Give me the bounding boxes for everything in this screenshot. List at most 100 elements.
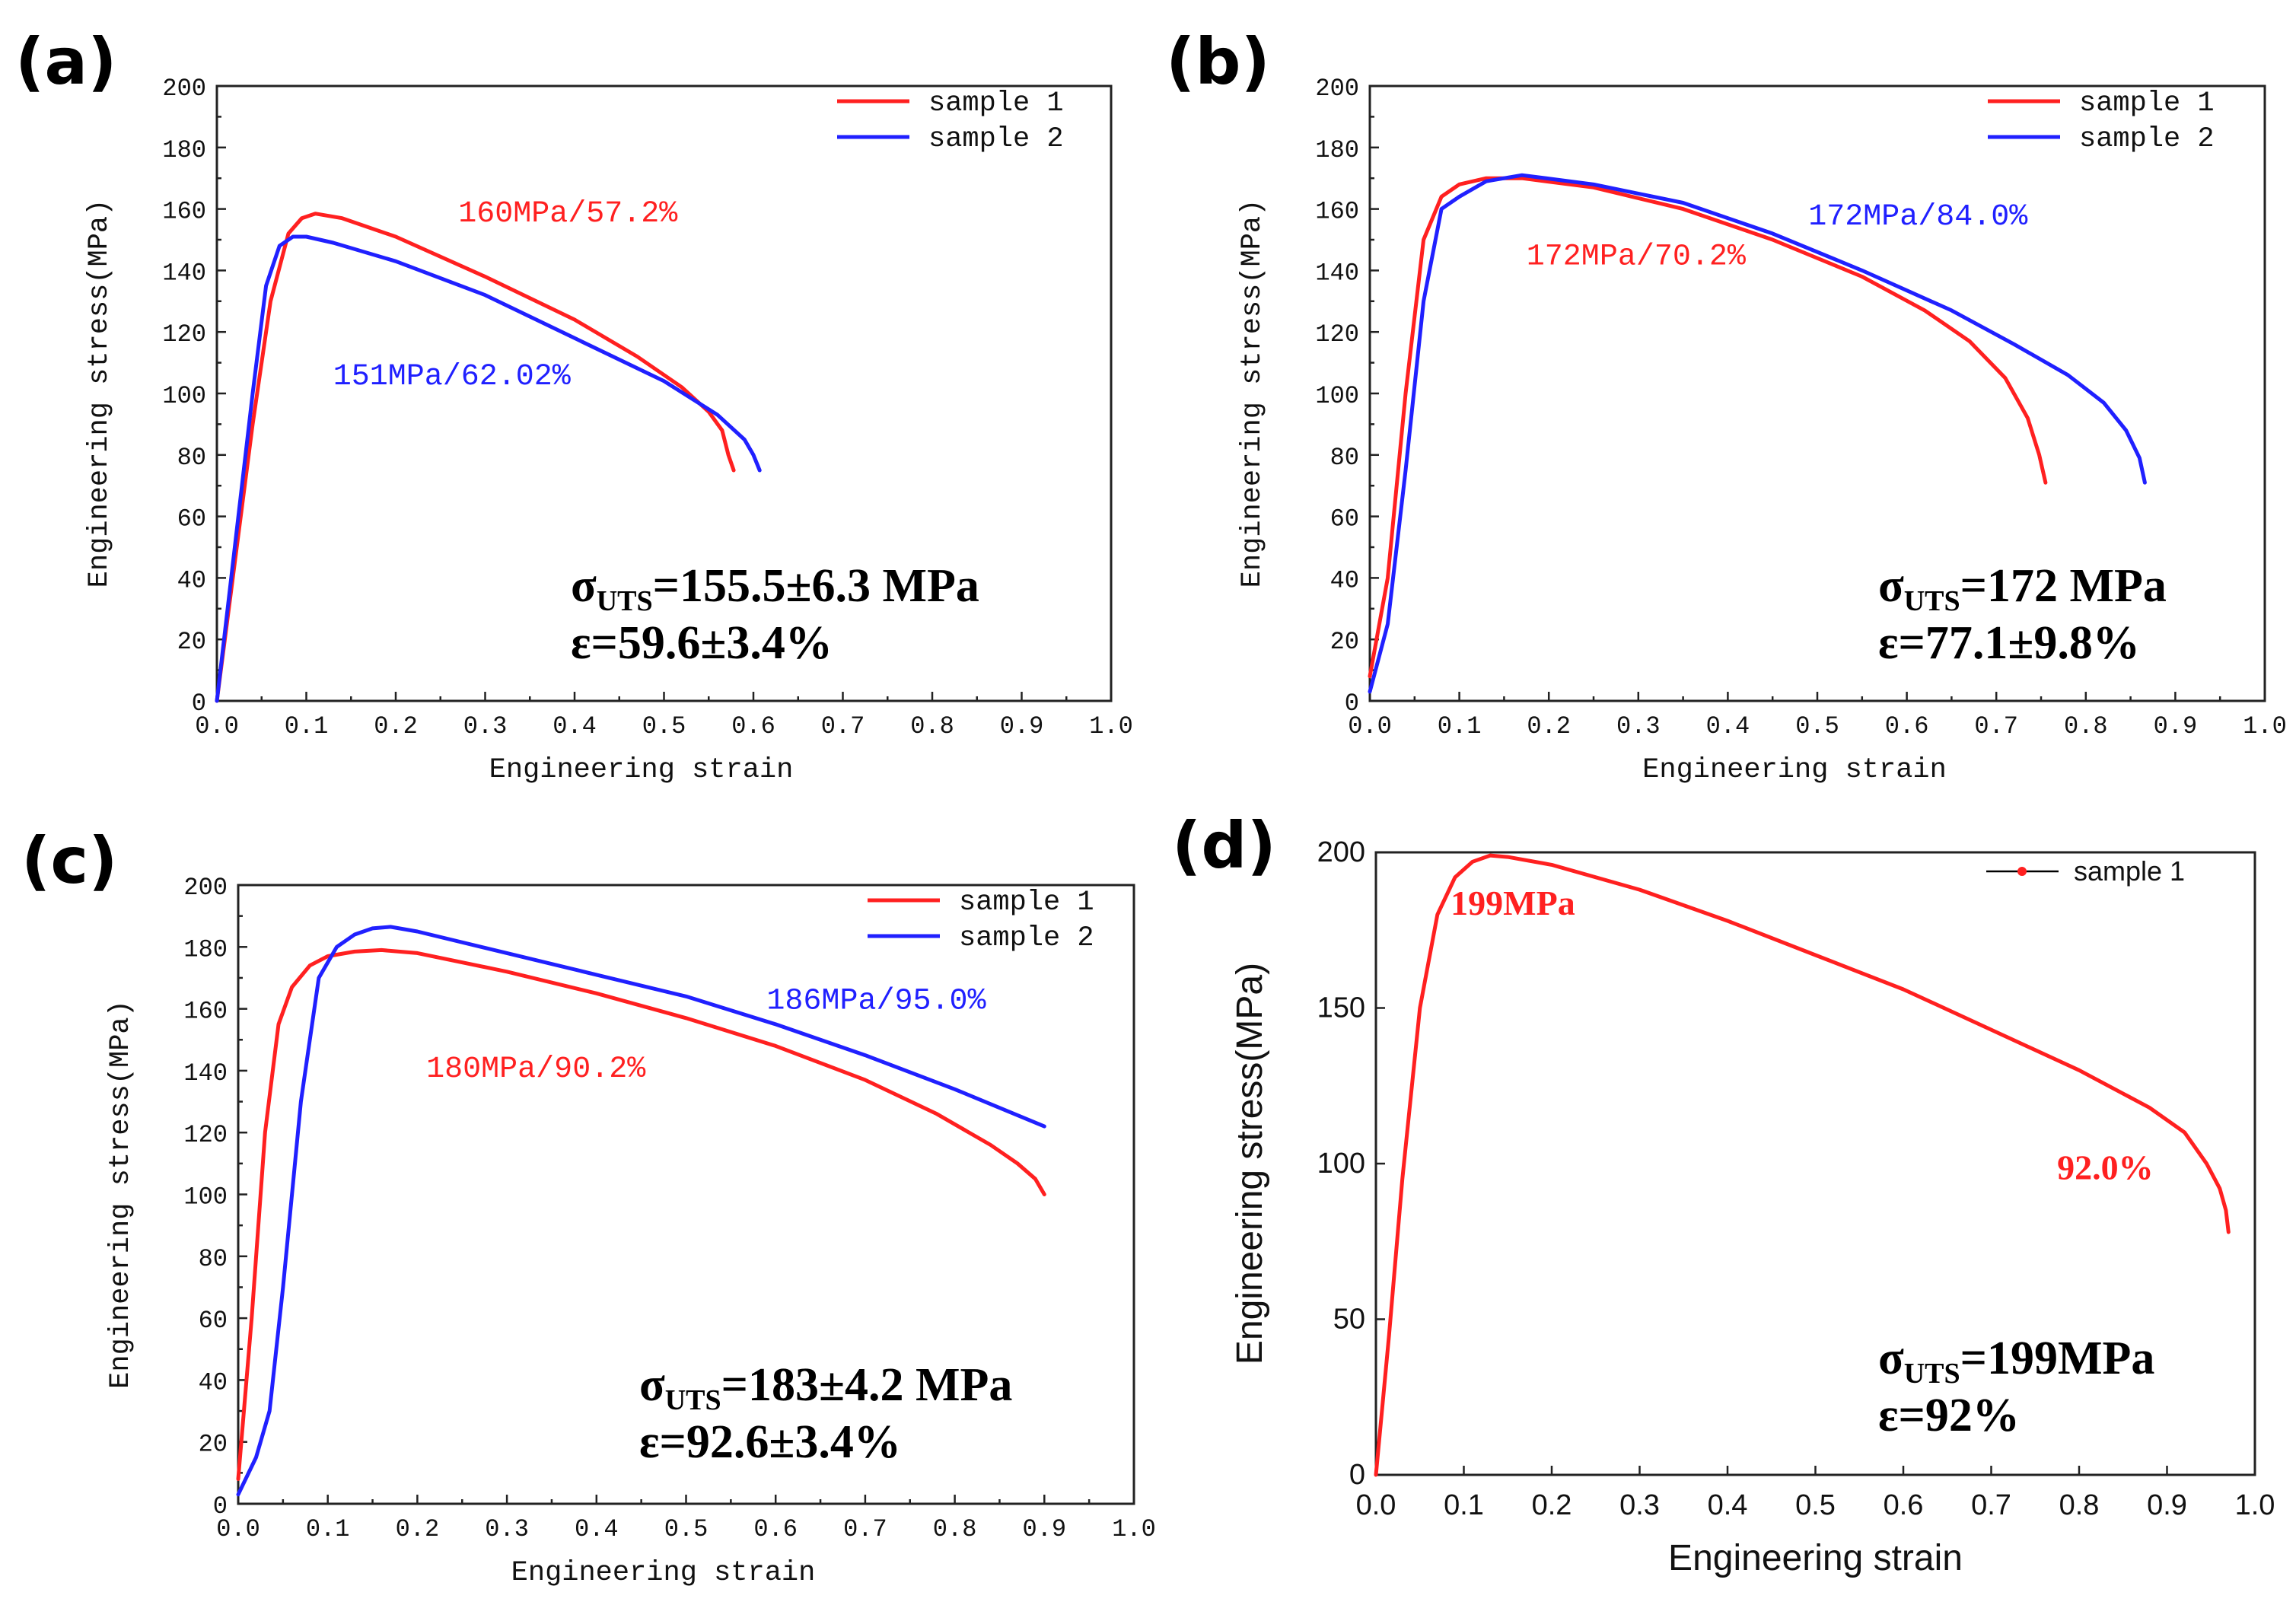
y-axis-title: Engineering stress(MPa)	[105, 1000, 137, 1389]
x-tick-label: 0.6	[753, 1515, 798, 1543]
y-tick-label: 80	[1330, 444, 1359, 472]
x-tick-label: 1.0	[2243, 712, 2287, 740]
x-tick-label: 0.7	[1974, 712, 2018, 740]
x-tick-label: 0.9	[1000, 712, 1044, 740]
uts-subscript: UTS	[665, 1384, 721, 1416]
summary-strain: ε=92%	[1878, 1390, 2020, 1441]
x-tick-label: 0.6	[1884, 1489, 1924, 1521]
summary-uts: σUTS=172 MPa	[1878, 560, 2167, 617]
y-tick-label: 160	[183, 998, 228, 1026]
x-tick-label: 0.2	[396, 1515, 440, 1543]
y-tick-label: 0	[192, 689, 206, 718]
y-tick-label: 60	[199, 1307, 228, 1335]
uts-subscript: UTS	[597, 585, 653, 617]
y-tick-label: 140	[162, 259, 206, 287]
summary-uts: σUTS=155.5±6.3 MPa	[571, 560, 979, 617]
x-tick-label: 0.8	[933, 1515, 977, 1543]
x-tick-label: 0.5	[1795, 712, 1839, 740]
x-tick-label: 0.7	[843, 1515, 887, 1543]
x-tick-label: 0.4	[553, 712, 597, 740]
sigma-symbol: σ	[571, 560, 597, 612]
y-axis-title: Engineering stress(MPa)	[1230, 963, 1270, 1365]
x-tick-label: 0.3	[1619, 1489, 1660, 1521]
curve-annotation: 186MPa/95.0%	[766, 985, 986, 1019]
legend-label: sample 1	[959, 887, 1094, 919]
y-tick-label: 60	[177, 505, 206, 533]
y-tick-label: 0	[1345, 689, 1359, 718]
x-tick-label: 0.6	[731, 712, 775, 740]
series-line-sample-1	[1368, 176, 2048, 679]
legend: sample 1	[1986, 855, 2185, 887]
chart-panel-a: (a) 0.0 0.1 0.2 0.3 0.4 0.5 0.6 0.7 0.8 0.9 1.0 0 20 4…	[15, 24, 1133, 786]
x-tick-label: 0.0	[195, 712, 239, 740]
curve-annotation: 151MPa/62.02%	[333, 360, 572, 394]
x-tick-label: 0.9	[2154, 712, 2198, 740]
sigma-symbol: σ	[1878, 1333, 1904, 1384]
uts-value: =183±4.2 MPa	[721, 1359, 1013, 1411]
x-tick-label: 0.4	[1706, 712, 1750, 740]
x-axis-title: Engineering strain	[489, 754, 794, 786]
x-tick-label: 0.3	[485, 1515, 529, 1543]
summary-strain: ε=92.6±3.4%	[639, 1416, 901, 1468]
y-tick-label: 200	[183, 874, 228, 902]
x-tick-label: 0.7	[821, 712, 865, 740]
y-tick-label: 60	[1330, 505, 1359, 533]
y-tick-label: 100	[183, 1183, 228, 1212]
x-tick-label: 0.9	[2147, 1489, 2187, 1521]
legend: sample 1 sample 2	[837, 88, 1064, 155]
x-axis-title: Engineering strain	[1642, 754, 1947, 786]
y-tick-label: 0	[213, 1492, 228, 1521]
y-tick-label: 140	[183, 1059, 228, 1088]
curve-annotation: 172MPa/70.2%	[1527, 240, 1747, 274]
panel-label: (a)	[15, 24, 116, 99]
panel-label: (b)	[1166, 24, 1270, 99]
y-tick-label: 0	[1349, 1459, 1365, 1491]
legend-label: sample 2	[928, 123, 1064, 155]
y-tick-label: 180	[1315, 136, 1359, 164]
x-tick-label: 0.5	[664, 1515, 709, 1543]
chart-panel-d: (d) 0.0 0.1 0.2 0.3 0.4 0.5 0.6 0.7 0.8 0.9 1.0 0 50 1…	[1172, 808, 2275, 1578]
x-tick-label: 0.7	[1971, 1489, 2011, 1521]
curve-annotation: 180MPa/90.2%	[426, 1052, 646, 1087]
x-tick-label: 0.8	[910, 712, 954, 740]
x-tick-label: 0.5	[642, 712, 686, 740]
series-line-sample-1	[215, 212, 736, 703]
y-tick-label: 120	[1315, 320, 1359, 349]
uts-value: =172 MPa	[1960, 560, 2167, 612]
x-tick-label: 0.2	[1532, 1489, 1572, 1521]
x-tick-label: 0.1	[1438, 712, 1482, 740]
x-tick-label: 1.0	[1089, 712, 1133, 740]
x-tick-label: 0.1	[1444, 1489, 1484, 1521]
x-tick-label: 0.4	[575, 1515, 619, 1543]
sigma-symbol: σ	[639, 1359, 665, 1411]
y-axis-title: Engineering stress(MPa)	[1237, 199, 1269, 588]
y-tick-label: 200	[1315, 75, 1359, 103]
x-tick-label: 0.6	[1885, 712, 1929, 740]
curve-annotation: 199MPa	[1451, 884, 1575, 922]
x-tick-label: 0.1	[285, 712, 329, 740]
legend-label: sample 2	[959, 922, 1094, 954]
chart-panel-b: (b) 0.0 0.1 0.2 0.3 0.4 0.5 0.6 0.7 0.8 0.9 1.0 0 20 4…	[1166, 24, 2287, 786]
x-tick-label: 0.2	[374, 712, 418, 740]
panel-label: (d)	[1172, 808, 1276, 883]
y-tick-label: 180	[183, 935, 228, 963]
y-tick-label: 200	[1317, 836, 1365, 868]
uts-value: =199MPa	[1960, 1333, 2155, 1384]
y-tick-label: 150	[1317, 992, 1365, 1024]
x-tick-label: 0.9	[1022, 1515, 1066, 1543]
x-tick-label: 0.5	[1795, 1489, 1836, 1521]
series-line-sample-1	[236, 947, 1046, 1481]
x-tick-label: 0.3	[1616, 712, 1661, 740]
series-line-sample-1	[1374, 853, 2231, 1477]
x-tick-label: 0.8	[2059, 1489, 2100, 1521]
series-line-sample-2	[1368, 173, 2147, 694]
y-tick-label: 40	[177, 566, 206, 594]
summary-uts: σUTS=183±4.2 MPa	[639, 1359, 1012, 1416]
summary-strain: ε=77.1±9.8%	[1878, 617, 2140, 669]
curve-annotation: 92.0%	[2057, 1148, 2154, 1186]
x-tick-label: 0.0	[1356, 1489, 1396, 1521]
y-tick-label: 100	[162, 382, 206, 410]
y-tick-label: 80	[177, 444, 206, 472]
summary-uts: σUTS=199MPa	[1878, 1333, 2154, 1390]
